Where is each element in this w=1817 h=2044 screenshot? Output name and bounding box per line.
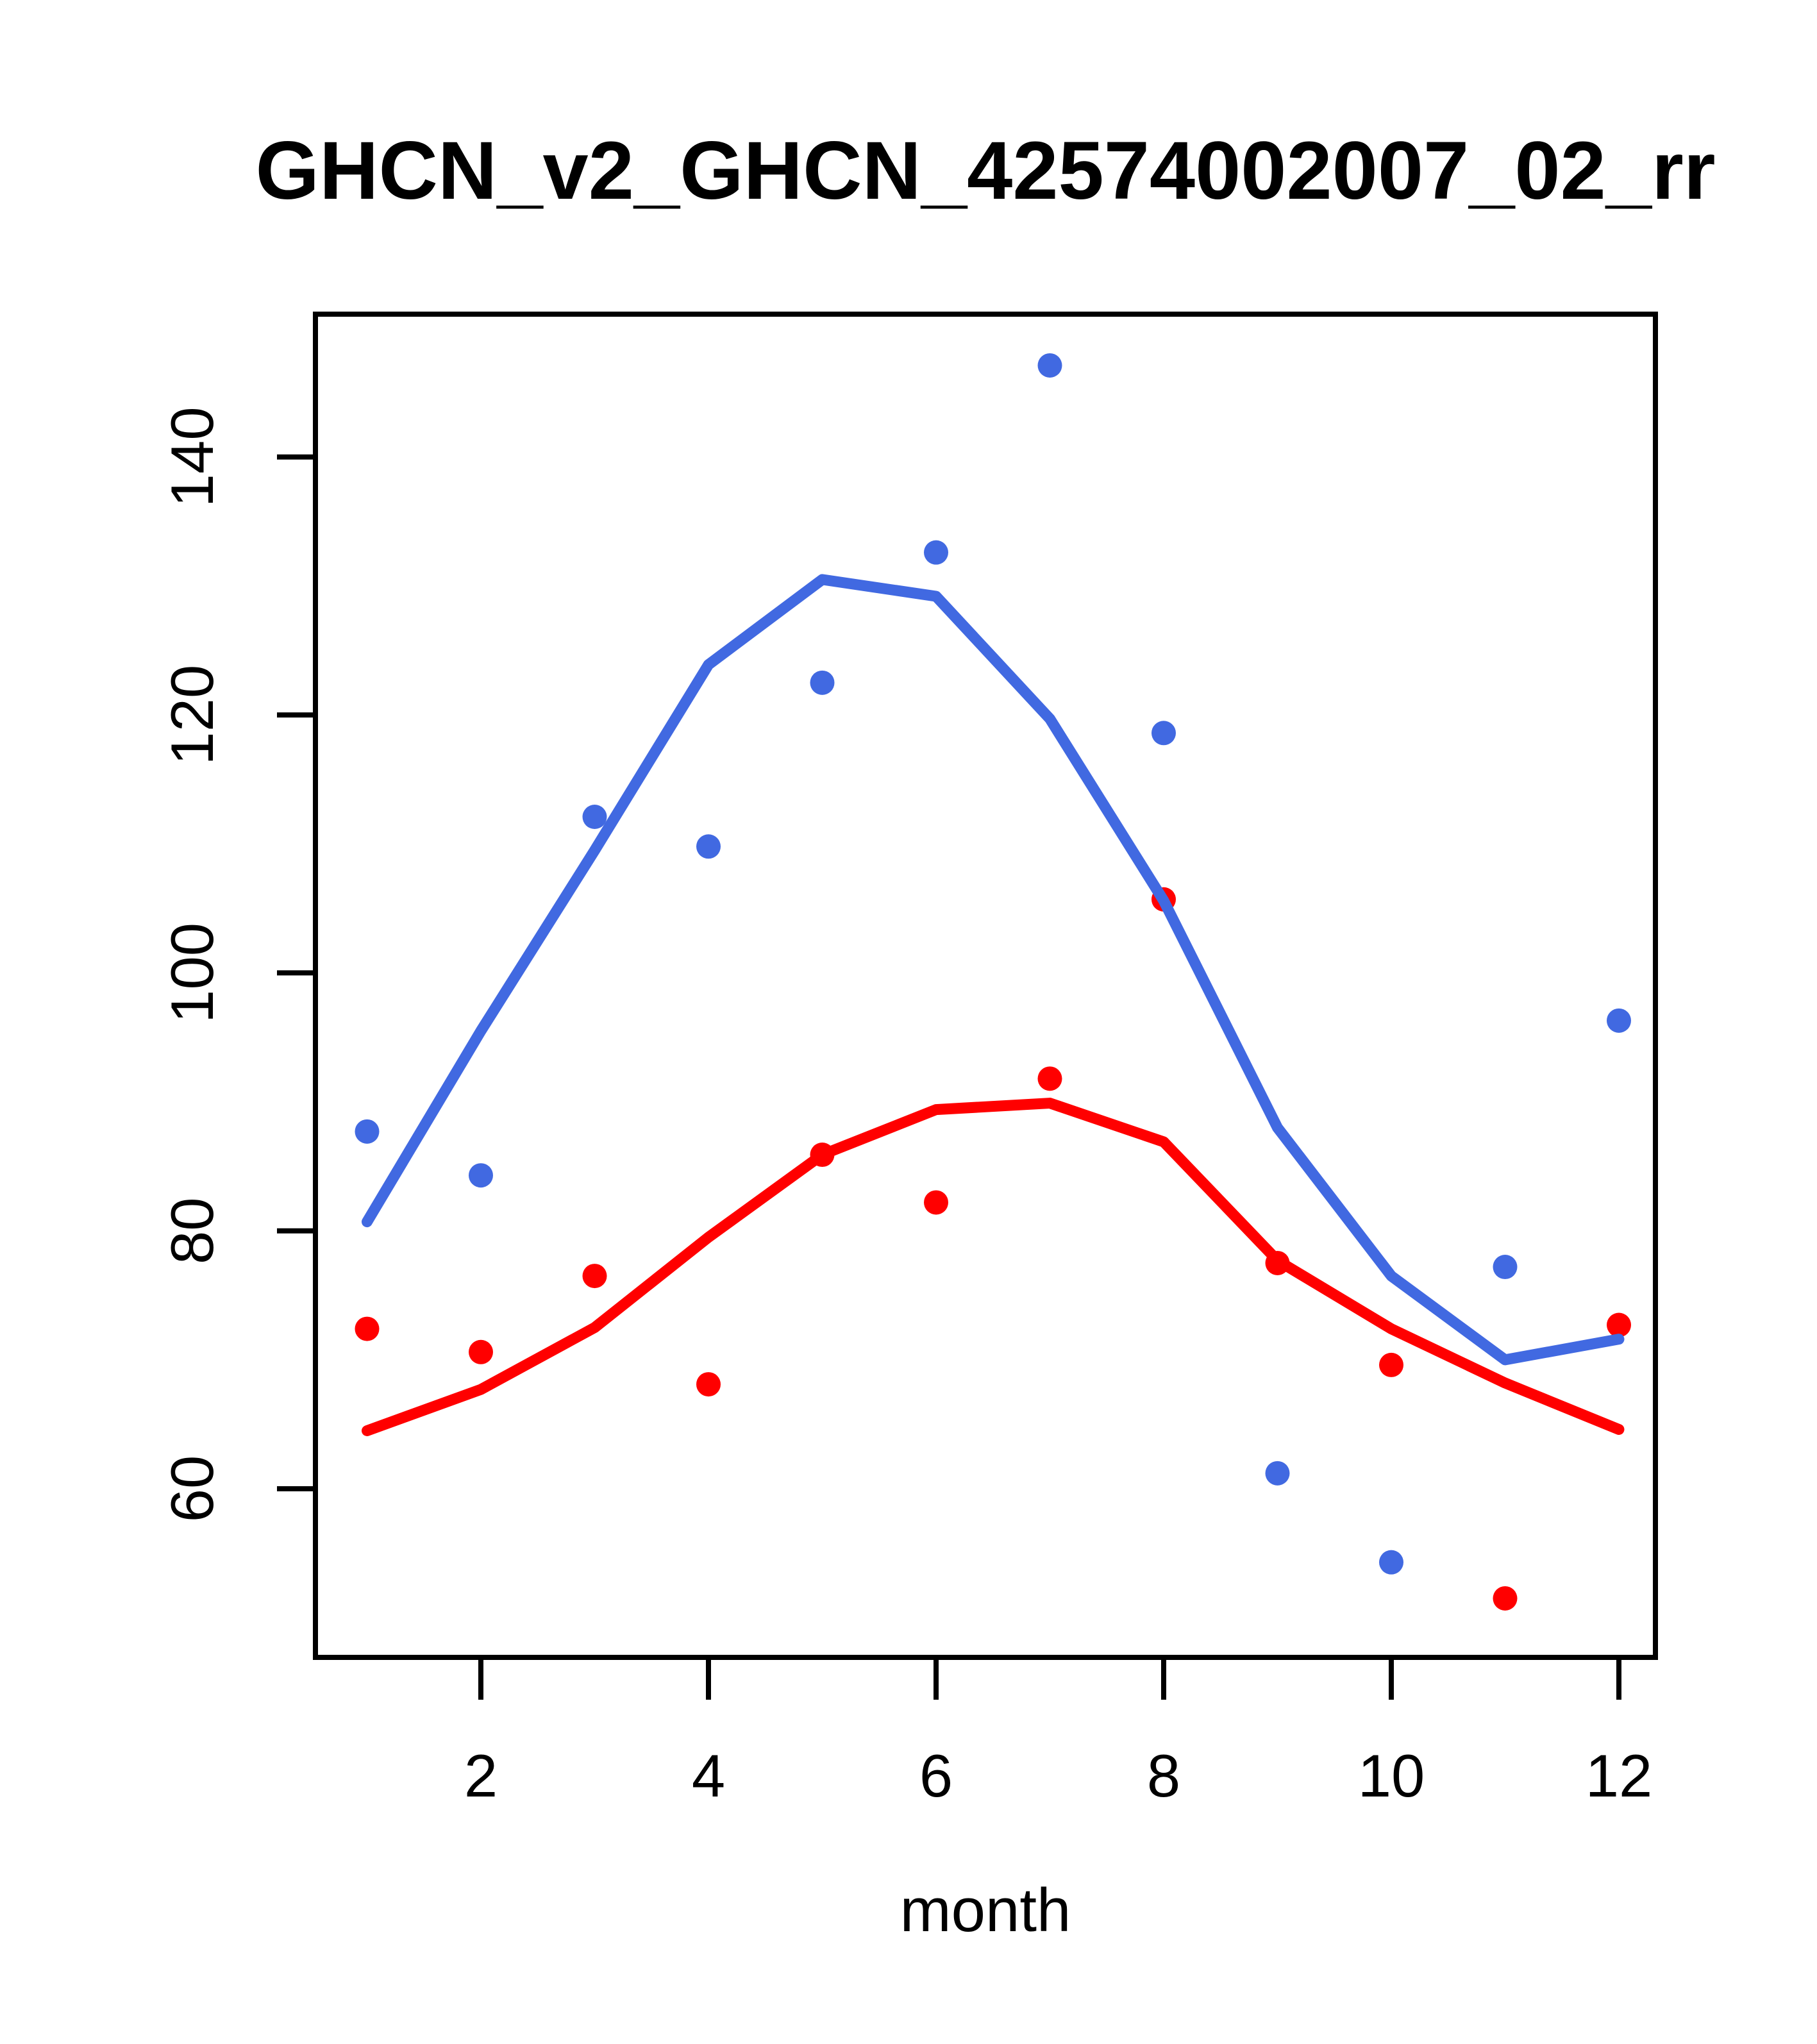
red-point [696, 1372, 721, 1397]
blue-point [469, 1163, 493, 1188]
x-tick-label: 4 [692, 1742, 725, 1809]
blue-smooth-line [362, 574, 1625, 1366]
red-point [1379, 1352, 1403, 1377]
y-tick-label: 100 [158, 923, 226, 1023]
x-tick-label: 2 [464, 1742, 498, 1809]
red-point [1493, 1586, 1518, 1611]
blue-point [924, 540, 948, 565]
blue-point [1037, 353, 1062, 378]
chart-title: GHCN_v2_GHCN_42574002007_02_rr [255, 125, 1715, 217]
red-point [582, 1264, 607, 1289]
series-layer [355, 353, 1631, 1611]
blue-point [1379, 1550, 1403, 1575]
x-tick-label: 10 [1358, 1742, 1425, 1809]
red-point [469, 1339, 493, 1364]
x-axis-ticks: 2 4 6 8 10 12 [464, 1657, 1652, 1809]
red-point [355, 1316, 380, 1341]
y-tick-label: 120 [158, 665, 226, 766]
red-smooth-line [362, 1098, 1625, 1436]
blue-point [1151, 721, 1176, 746]
blue-point [355, 1119, 380, 1144]
blue-point [696, 834, 721, 859]
y-axis-ticks: 60 80 100 120 140 [158, 406, 315, 1522]
red-point [1607, 1312, 1631, 1337]
blue-point [582, 805, 607, 830]
y-tick-label: 60 [158, 1455, 226, 1523]
blue-point [1493, 1255, 1518, 1280]
red-point [1037, 1066, 1062, 1091]
x-tick-label: 6 [919, 1742, 953, 1809]
blue-point [1607, 1008, 1631, 1033]
red-point [924, 1190, 948, 1215]
x-axis-label: month [900, 1876, 1071, 1945]
blue-point [1265, 1461, 1290, 1486]
y-tick-label: 80 [158, 1197, 226, 1264]
y-tick-label: 140 [158, 406, 226, 507]
plot-box [313, 312, 1658, 1660]
x-tick-label: 12 [1586, 1742, 1653, 1809]
blue-point [810, 670, 835, 695]
x-tick-label: 8 [1147, 1742, 1180, 1809]
